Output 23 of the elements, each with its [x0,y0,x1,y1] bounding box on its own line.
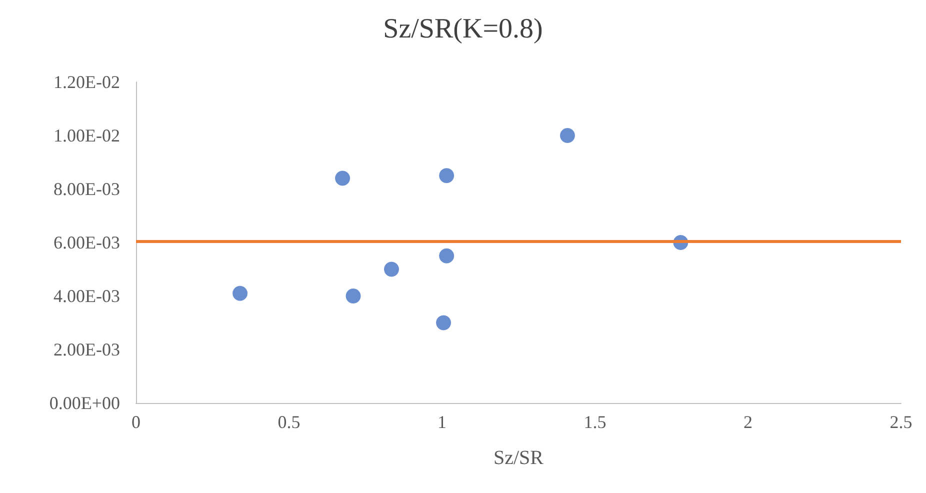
y-tick-label: 2.00E-03 [54,340,120,360]
x-tick-label: 0 [132,412,140,432]
y-tick-label: 1.00E-02 [54,126,120,146]
point [436,315,452,330]
y-tick-label: 6.00E-03 [54,232,120,252]
x-tick-label: 1 [438,412,446,432]
point [232,286,248,301]
y-tick-label: 1.20E-02 [54,72,120,92]
point [560,128,575,143]
x-tick-label: 1.5 [584,412,606,432]
point [384,262,400,277]
point [346,288,361,304]
chart-title: Sz/SR(K=0.8) [383,14,543,44]
point [439,248,454,264]
y-tick-label: 0.00E+00 [49,393,120,413]
y-tick-label: 4.00E-03 [54,286,120,306]
x-axis-title: Sz/SR [493,447,544,469]
point [335,170,350,186]
x-tick-label: 2.5 [890,412,912,432]
point [439,168,454,184]
x-tick-label: 2 [744,412,752,432]
x-tick-label: 0.5 [278,412,300,432]
y-tick-label: 8.00E-03 [54,179,120,199]
